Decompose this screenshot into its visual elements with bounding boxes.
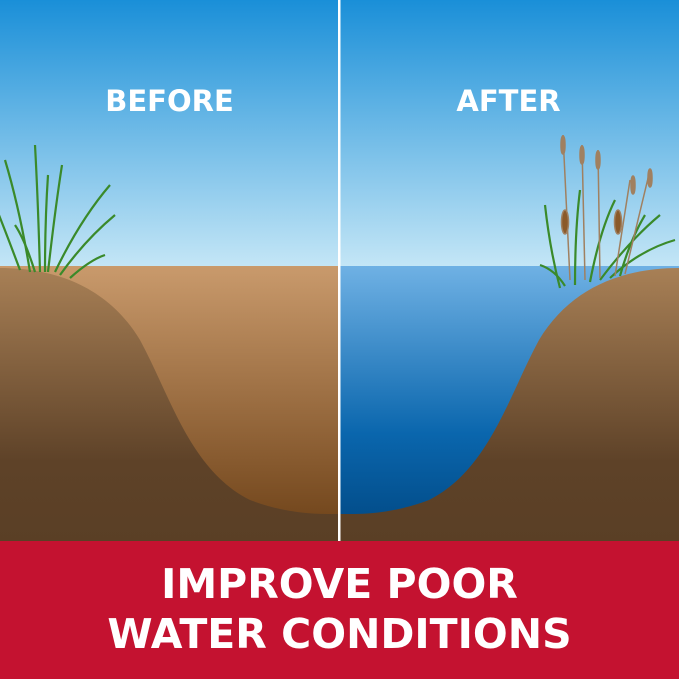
headline-line-2: WATER CONDITIONS (107, 610, 572, 658)
right-bank (340, 268, 679, 545)
cattails (560, 134, 653, 281)
left-grass (0, 144, 116, 279)
divider (338, 0, 341, 541)
headline-banner: IMPROVE POOR WATER CONDITIONS (0, 541, 679, 679)
left-bank (0, 268, 339, 545)
right-grass (539, 189, 676, 289)
after-label: AFTER (456, 84, 561, 118)
before-label: BEFORE (105, 84, 234, 118)
headline-line-1: IMPROVE POOR (161, 560, 518, 608)
